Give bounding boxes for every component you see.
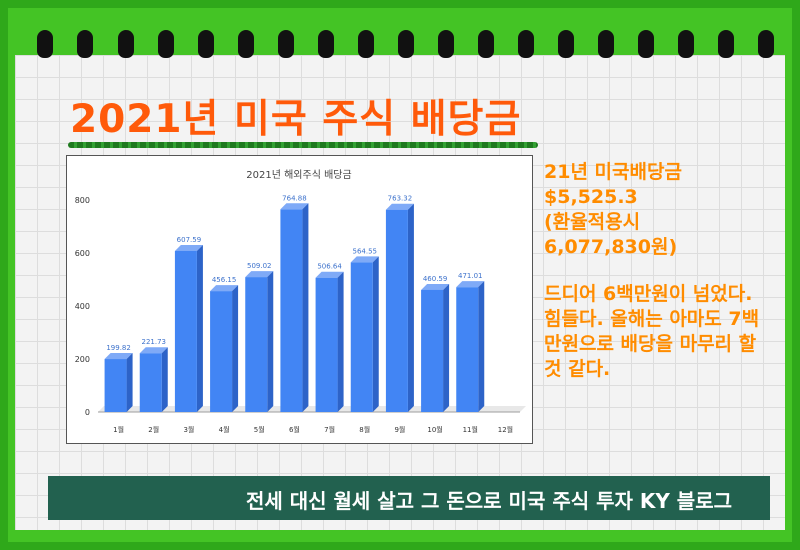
bar-top <box>280 203 309 210</box>
binder-ring <box>478 30 494 58</box>
bar-side <box>407 203 414 412</box>
bar-side <box>443 283 450 412</box>
bar-side <box>126 353 133 412</box>
bar-top <box>245 271 274 278</box>
page-title: 2021년 미국 주식 배당금 <box>70 97 522 142</box>
bar-side <box>372 256 379 412</box>
bar <box>350 262 373 412</box>
bar-side <box>337 271 344 412</box>
bar-top <box>104 353 133 360</box>
x-tick-label: 6월 <box>289 425 300 434</box>
banner-text: 전세 대신 월세 살고 그 돈으로 미국 주식 투자 KY 블로그 <box>245 489 732 513</box>
binder-ring <box>158 30 174 58</box>
x-tick-label: 1월 <box>113 425 124 434</box>
y-tick-label: 0 <box>85 408 90 417</box>
bar-top <box>456 281 485 288</box>
bar-top <box>315 271 344 278</box>
binder-ring <box>198 30 214 58</box>
bar-top <box>210 285 239 292</box>
x-tick-label: 5월 <box>254 425 265 434</box>
x-tick-label: 8월 <box>359 425 370 434</box>
chart-title: 2021년 해외주식 배당금 <box>246 168 351 181</box>
bar <box>139 353 162 412</box>
y-tick-label: 600 <box>75 249 90 258</box>
bar <box>280 209 303 412</box>
data-label: 506.64 <box>317 263 342 271</box>
x-tick-label: 10월 <box>427 425 442 434</box>
bar <box>421 289 444 412</box>
x-tick-label: 3월 <box>183 425 194 434</box>
binder-ring <box>758 30 774 58</box>
side-text: 21년 미국배당금 $5,525.3 (환율적용시 6,077,830원) 드디… <box>544 160 774 382</box>
title-underline <box>68 142 538 148</box>
data-label: 221.73 <box>142 338 167 346</box>
x-tick-label: 11월 <box>463 425 478 434</box>
x-tick-label: 4월 <box>219 425 230 434</box>
binder-ring <box>37 30 53 58</box>
bar-top <box>421 283 450 290</box>
data-label: 564.55 <box>353 247 378 255</box>
binder-ring <box>318 30 334 58</box>
data-label: 607.59 <box>177 236 202 244</box>
bar-side <box>161 347 168 412</box>
y-tick-label: 200 <box>75 355 90 364</box>
bar-side <box>196 244 203 412</box>
comment-text: 드디어 6백만원이 넘었다. 힘들다. 올해는 아마도 7백만원으로 배당을 마… <box>544 283 760 380</box>
bar <box>210 291 233 412</box>
binder-ring <box>398 30 414 58</box>
data-label: 763.32 <box>388 195 413 203</box>
bar-side <box>267 271 274 412</box>
y-tick-label: 800 <box>75 196 90 205</box>
bar-top <box>139 347 168 354</box>
binder-ring <box>278 30 294 58</box>
x-tick-label: 2월 <box>148 425 159 434</box>
binder-ring <box>678 30 694 58</box>
summary-text: 21년 미국배당금 $5,525.3 (환율적용시 6,077,830원) <box>544 161 682 258</box>
bar <box>104 359 127 412</box>
bar-side <box>478 281 485 412</box>
binder-ring <box>358 30 374 58</box>
blog-banner: 전세 대신 월세 살고 그 돈으로 미국 주식 투자 KY 블로그 <box>48 476 770 520</box>
x-tick-label: 9월 <box>394 425 405 434</box>
binder-ring <box>77 30 93 58</box>
data-label: 199.82 <box>106 344 131 352</box>
binder-ring <box>438 30 454 58</box>
binder-rings <box>0 30 800 70</box>
bar <box>456 287 479 412</box>
bar-top <box>174 244 203 251</box>
data-label: 471.01 <box>458 272 483 280</box>
data-label: 764.88 <box>282 194 307 202</box>
bar <box>245 277 268 412</box>
binder-ring <box>518 30 534 58</box>
x-tick-label: 12월 <box>498 425 513 434</box>
binder-ring <box>118 30 134 58</box>
data-label: 509.02 <box>247 262 272 270</box>
dividend-chart: 2021년 해외주식 배당금 0 200 400 600 800 199.82 1월 221.… <box>66 155 533 444</box>
bar <box>385 209 408 412</box>
bar-side <box>302 203 309 412</box>
bar-side <box>232 285 239 412</box>
x-tick-label: 7월 <box>324 425 335 434</box>
data-label: 456.15 <box>212 276 237 284</box>
chart-floor <box>98 406 526 412</box>
bar-top <box>385 203 414 210</box>
bar <box>174 250 197 412</box>
data-label: 460.59 <box>423 275 448 283</box>
binder-ring <box>558 30 574 58</box>
binder-ring <box>238 30 254 58</box>
binder-ring <box>598 30 614 58</box>
binder-ring <box>638 30 654 58</box>
chart-svg: 2021년 해외주식 배당금 0 200 400 600 800 199.82 1월 221.… <box>75 168 526 434</box>
bar <box>315 277 338 412</box>
binder-ring <box>718 30 734 58</box>
bar-top <box>350 256 379 263</box>
y-tick-label: 400 <box>75 302 90 311</box>
